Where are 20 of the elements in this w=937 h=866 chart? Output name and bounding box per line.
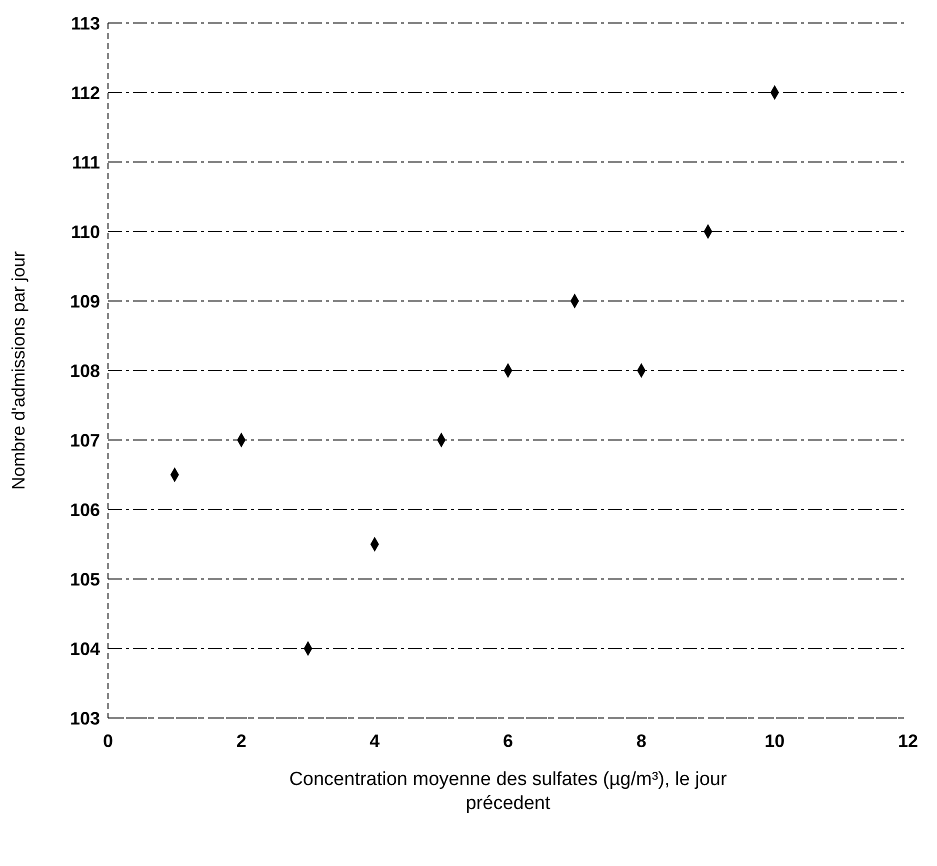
x-tick-label: 10 bbox=[764, 730, 785, 751]
y-tick-label: 105 bbox=[70, 569, 100, 590]
y-tick-label: 113 bbox=[70, 13, 100, 34]
y-tick-label: 108 bbox=[70, 360, 100, 381]
y-tick-label: 107 bbox=[70, 430, 100, 450]
y-tick-label: 109 bbox=[70, 291, 100, 312]
y-tick-label: 111 bbox=[72, 152, 100, 172]
y-tick-label: 110 bbox=[70, 222, 100, 242]
y-tick-label: 104 bbox=[70, 638, 100, 659]
y-tick-label: 106 bbox=[70, 500, 100, 520]
x-tick-label: 4 bbox=[370, 730, 380, 751]
x-axis-title: Concentration moyenne des sulfates (µg/m³), le jour précedent bbox=[288, 768, 728, 816]
y-tick-label: 112 bbox=[70, 82, 100, 103]
x-tick-label: 2 bbox=[236, 730, 246, 751]
x-tick-label: 0 bbox=[102, 730, 114, 751]
y-axis-title: Nombre d'admissions par jour bbox=[8, 251, 28, 490]
y-tick-label: 103 bbox=[70, 708, 100, 728]
x-tick-label: 12 bbox=[898, 730, 918, 751]
x-tick-label: 8 bbox=[636, 730, 646, 751]
x-tick-label: 6 bbox=[502, 730, 514, 751]
